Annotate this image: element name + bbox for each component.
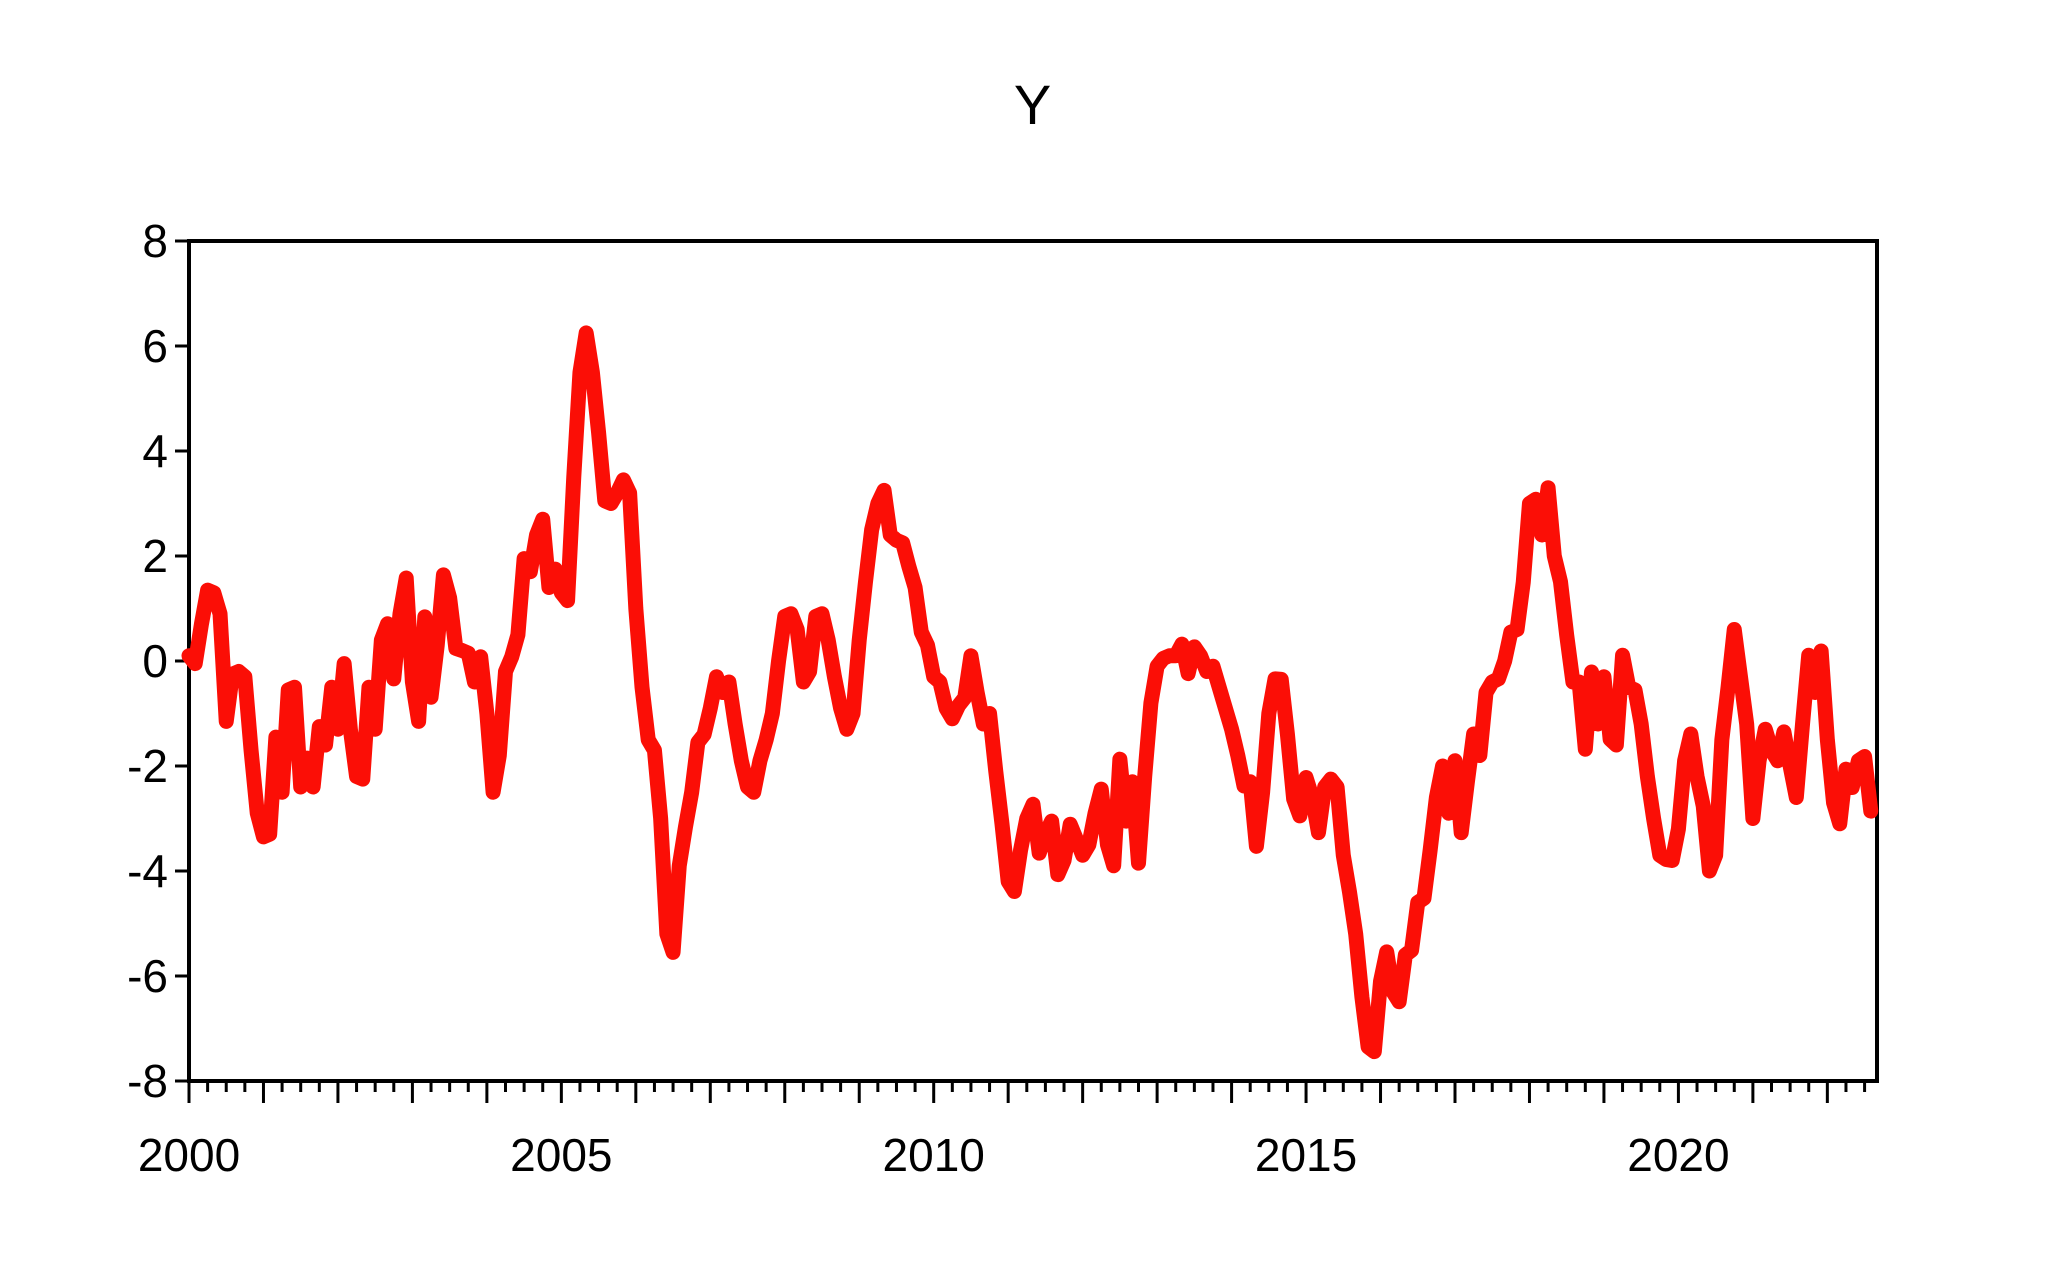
x-axis-tick-label: 2020 [1627, 1129, 1729, 1181]
y-axis-tick-label: -6 [127, 950, 168, 1002]
x-axis-tick-label: 2015 [1255, 1129, 1357, 1181]
y-axis-tick-label: 8 [142, 215, 168, 267]
x-axis-tick-label: 2005 [510, 1129, 612, 1181]
x-axis-tick-label: 2000 [138, 1129, 240, 1181]
y-axis-tick-label: 6 [142, 320, 168, 372]
chart-title: Y [1013, 73, 1053, 136]
y-axis-tick-label: -8 [127, 1055, 168, 1107]
y-axis-tick-label: -2 [127, 740, 168, 792]
y-axis-tick-label: 4 [142, 425, 168, 477]
y-axis-tick-label: -4 [127, 845, 168, 897]
y-axis-tick-label: 0 [142, 635, 168, 687]
x-axis-tick-label: 2010 [883, 1129, 985, 1181]
y-axis-tick-label: 2 [142, 530, 168, 582]
series-line-y [181, 325, 1879, 1060]
